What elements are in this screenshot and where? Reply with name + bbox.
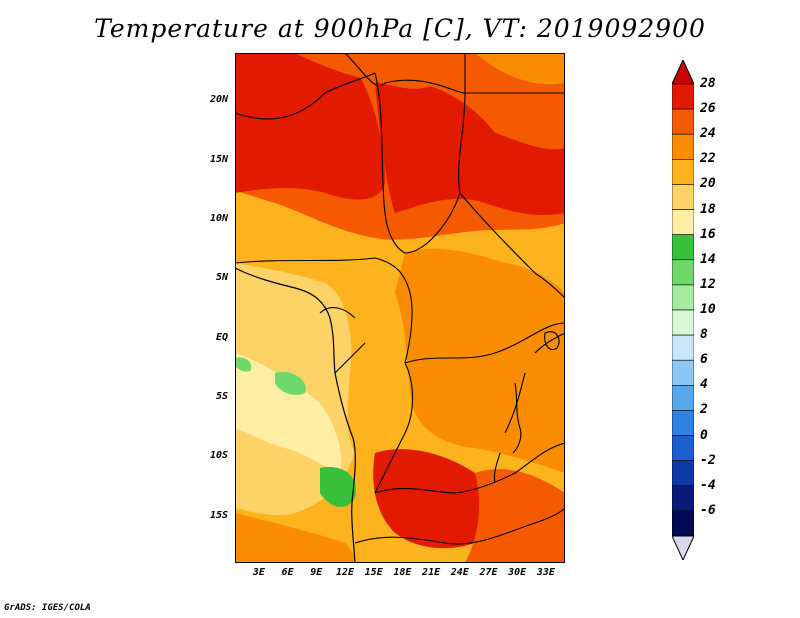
colorbar-level-label: 4: [700, 377, 708, 393]
field-south-warm: [465, 469, 565, 563]
map-border: [235, 53, 565, 563]
lat-tick-label: 15N: [209, 153, 228, 165]
lat-tick-label: EQ: [215, 331, 228, 343]
colorbar: [672, 60, 694, 560]
colorbar-swatch: [672, 435, 694, 461]
colorbar-swatch: [672, 159, 694, 185]
field-top-warm: [295, 53, 465, 89]
colorbar-swatch: [672, 209, 694, 235]
lat-tick-label: 15S: [209, 509, 228, 521]
field-southwest: [235, 513, 355, 563]
colorbar-level-label: 18: [700, 201, 716, 217]
colorbar-swatch: [672, 485, 694, 512]
coastline: [235, 267, 356, 563]
lon-tick-label: 6E: [281, 567, 294, 578]
colorbar-level-label: -4: [700, 477, 716, 493]
colorbar-level-label: 24: [700, 126, 716, 142]
lon-tick-label: 24E: [450, 567, 469, 578]
lat-tick-label: 10N: [209, 213, 228, 225]
colorbar-level-label: 6: [700, 352, 708, 368]
lakes: [493, 331, 560, 484]
colorbar-swatch: [672, 460, 694, 487]
field-hottest-northeast: [375, 80, 565, 215]
colorbar-swatch: [672, 259, 694, 286]
credit-text: GrADS: IGES/COLA: [4, 603, 91, 613]
colorbar-level-label: 16: [700, 226, 716, 242]
field-green-patch-3: [235, 357, 252, 372]
lon-tick-label: 21E: [422, 567, 441, 578]
lat-tick-label: 10S: [209, 450, 228, 462]
colorbar-swatch: [672, 410, 694, 436]
lon-tick-label: 3E: [252, 567, 265, 578]
field-green-patch-1: [275, 372, 306, 395]
field-coast-coolest: [235, 353, 342, 473]
lon-tick-label: 18E: [393, 567, 412, 578]
colorbar-swatch: [672, 108, 694, 135]
lon-tick-label: 9E: [310, 567, 323, 578]
colorbar-swatch: [672, 510, 694, 537]
colorbar-level-label: 12: [700, 276, 716, 292]
colorbar-swatch: [672, 184, 694, 210]
colorbar-swatch: [672, 359, 694, 386]
colorbar-swatch: [672, 234, 694, 261]
colorbar-level-label: 10: [700, 302, 716, 317]
colorbar-swatch: [672, 284, 694, 311]
field-green-patch-2: [320, 467, 356, 508]
field-south-hot: [373, 449, 489, 549]
lon-tick-label: 27E: [479, 567, 498, 578]
colorbar-level-label: -6: [700, 502, 716, 518]
colorbar-swatch: [672, 334, 694, 361]
field-top-orange: [475, 53, 565, 85]
colorbar-level-label: 14: [700, 251, 716, 267]
colorbar-level-label: 2: [700, 402, 708, 418]
lat-tick-label: 5N: [215, 272, 228, 284]
colorbar-swatch: [672, 309, 694, 336]
colorbar-level-label: -2: [700, 452, 716, 468]
lon-tick-label: 33E: [536, 567, 555, 578]
lon-tick-label: 30E: [508, 567, 527, 578]
colorbar-level-label: 26: [700, 101, 716, 117]
temperature-map: [235, 53, 565, 563]
field-hottest-north: [235, 53, 385, 200]
colorbar-level-label: 22: [700, 151, 716, 167]
map-title: Temperature at 900hPa [C], VT: 201909290…: [94, 14, 706, 43]
colorbar-level-label: 0: [700, 427, 708, 443]
colorbar-top-arrow: [672, 60, 694, 85]
lat-tick-label: 5S: [215, 390, 228, 402]
colorbar-swatch: [672, 133, 694, 160]
colorbar-level-label: 20: [700, 176, 716, 192]
colorbar-level-label: 28: [700, 76, 716, 91]
field-central-warm: [395, 248, 565, 473]
lon-tick-label: 15E: [364, 567, 383, 578]
colorbar-swatch: [672, 83, 694, 110]
colorbar-swatch: [672, 385, 694, 411]
lon-tick-label: 12E: [335, 567, 355, 578]
colorbar-bottom-arrow: [672, 535, 694, 560]
lat-tick-label: 20N: [209, 94, 228, 106]
colorbar-level-label: 8: [700, 327, 708, 343]
